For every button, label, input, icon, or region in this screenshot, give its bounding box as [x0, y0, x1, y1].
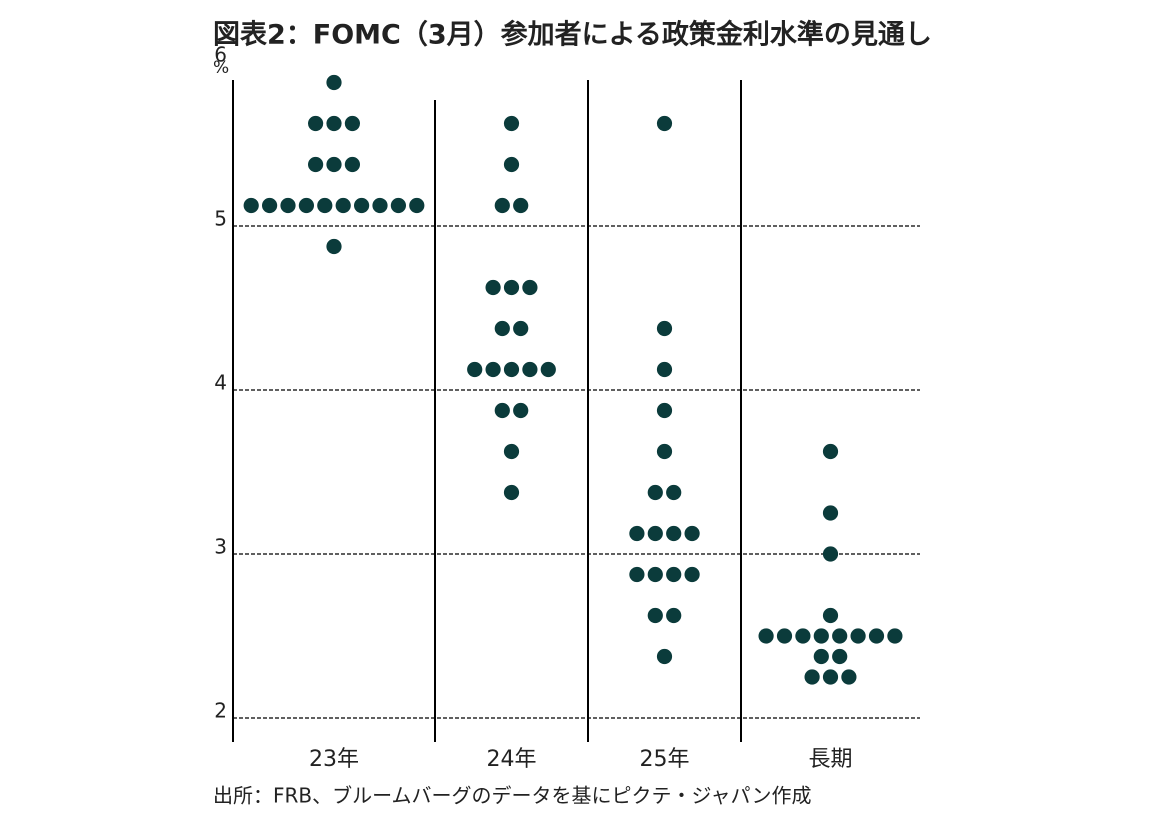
dot — [629, 525, 645, 542]
dot — [390, 197, 406, 214]
dot — [540, 361, 556, 378]
y-tick-label: 4 — [214, 371, 227, 395]
dot — [503, 115, 520, 132]
x-tick-label: 24年 — [487, 747, 537, 772]
y-tick-label: 6 — [214, 43, 227, 67]
dot — [822, 443, 839, 460]
dot — [795, 628, 811, 644]
dot — [485, 279, 501, 296]
dot — [503, 156, 520, 173]
dot — [822, 607, 839, 624]
dot — [262, 197, 278, 214]
y-tick-label: 3 — [214, 535, 227, 559]
dot — [503, 279, 520, 296]
dot — [317, 197, 333, 214]
dot — [298, 197, 314, 214]
source-note: 出所：FRB、ブルームバーグのデータを基にピクテ・ジャパン作成 — [213, 784, 812, 808]
dot — [344, 115, 360, 132]
dot — [485, 361, 501, 378]
dot — [494, 197, 510, 214]
dot — [813, 648, 829, 665]
dot — [629, 566, 645, 583]
dot — [243, 197, 259, 214]
dot — [326, 238, 342, 255]
dot — [513, 320, 529, 337]
dot — [503, 484, 520, 501]
dot — [280, 197, 296, 214]
dot — [850, 628, 866, 644]
dot — [326, 74, 342, 91]
x-tick-label: 25年 — [640, 747, 690, 772]
x-tick-label: 23年 — [309, 747, 359, 772]
y-tick-label: 5 — [214, 207, 227, 231]
dot — [308, 115, 324, 132]
dot — [684, 566, 700, 583]
dot — [666, 484, 682, 501]
dot — [656, 320, 673, 337]
dot — [684, 525, 700, 542]
dot — [647, 566, 663, 583]
dot — [656, 443, 673, 460]
dot — [308, 156, 324, 173]
dot — [647, 607, 663, 624]
dot — [656, 402, 673, 419]
dot — [335, 197, 351, 214]
dot — [503, 443, 520, 460]
x-tick-label: 長期 — [808, 747, 852, 772]
dot — [656, 648, 673, 665]
dot — [832, 648, 848, 665]
dot — [656, 115, 673, 132]
dot — [666, 566, 682, 583]
dot — [666, 607, 682, 624]
dot — [344, 156, 360, 173]
dot — [522, 361, 538, 378]
dot — [647, 525, 663, 542]
dot — [354, 197, 370, 214]
y-tick-label: 2 — [214, 699, 227, 723]
y-unit: % — [213, 58, 229, 78]
dot — [822, 505, 839, 521]
dot — [813, 628, 829, 644]
dot — [409, 197, 425, 214]
dot — [522, 279, 538, 296]
dot — [326, 156, 342, 173]
dot — [758, 628, 774, 644]
dot — [513, 402, 529, 419]
chart-title: 図表2：FOMC（3月）参加者による政策金利水準の見通し — [213, 19, 932, 51]
dot — [822, 669, 839, 685]
dot — [887, 628, 903, 644]
dot — [804, 669, 820, 685]
dot — [868, 628, 885, 644]
dot — [372, 197, 388, 214]
dot — [841, 669, 857, 685]
dot — [647, 484, 663, 501]
dot — [494, 402, 510, 419]
dot — [503, 361, 520, 378]
dot — [513, 197, 529, 214]
dot — [494, 320, 510, 337]
dot — [666, 525, 682, 542]
dot — [832, 628, 848, 644]
dot — [656, 361, 673, 378]
dot — [326, 115, 342, 132]
dot — [776, 628, 793, 644]
dot — [467, 361, 483, 378]
dot — [822, 546, 839, 562]
